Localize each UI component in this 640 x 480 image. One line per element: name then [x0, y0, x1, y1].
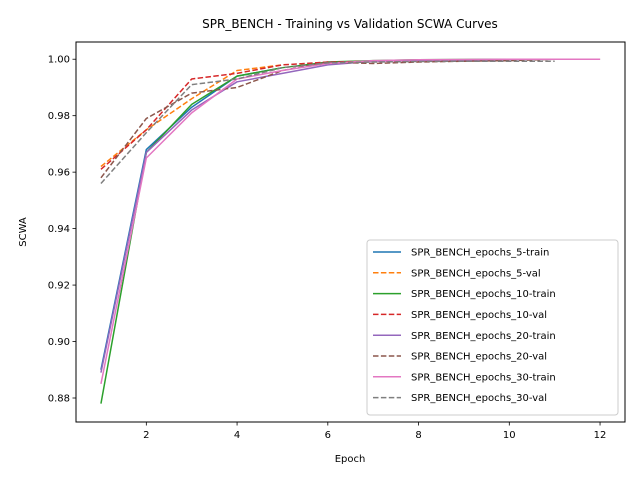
- plot-area: [100, 58, 601, 404]
- y-axis-label: SCWA: [18, 217, 29, 247]
- axes-frame: [75, 41, 626, 423]
- y-tick-label: 1.00: [48, 55, 70, 66]
- legend-label-6: SPR_BENCH_epochs_30-train: [411, 372, 556, 383]
- legend-label-1: SPR_BENCH_epochs_5-val: [411, 268, 541, 279]
- series-line-1: [100, 64, 283, 168]
- y-axis: 0.88 0.90 0.92 0.94 0.96 0.98 1.00: [48, 55, 76, 405]
- x-tick-label: 2: [143, 430, 149, 441]
- y-tick-label: 0.90: [48, 337, 70, 348]
- x-tick-label: 12: [594, 430, 607, 441]
- x-axis: 2 4 6 8 10 12: [143, 422, 606, 441]
- x-tick-label: 8: [415, 430, 421, 441]
- x-tick-label: 6: [325, 430, 331, 441]
- legend-label-5: SPR_BENCH_epochs_20-val: [411, 352, 547, 363]
- y-tick-label: 0.96: [48, 168, 70, 179]
- legend-label-3: SPR_BENCH_epochs_10-val: [411, 310, 547, 321]
- legend-label-2: SPR_BENCH_epochs_10-train: [411, 289, 556, 300]
- x-axis-label: Epoch: [335, 454, 366, 465]
- legend: SPR_BENCH_epochs_5-train SPR_BENCH_epochs…: [366, 239, 619, 416]
- y-tick-label: 0.88: [48, 394, 70, 405]
- x-tick-label: 4: [234, 430, 240, 441]
- x-tick-label: 10: [503, 430, 516, 441]
- series-line-7: [100, 60, 555, 184]
- y-tick-label: 0.98: [48, 111, 70, 122]
- y-tick-label: 0.94: [48, 224, 70, 235]
- legend-label-7: SPR_BENCH_epochs_30-val: [411, 393, 547, 404]
- chart-title: SPR_BENCH - Training vs Validation SCWA …: [202, 17, 498, 31]
- legend-label-4: SPR_BENCH_epochs_20-train: [411, 331, 556, 342]
- legend-box: [366, 239, 619, 416]
- legend-label-0: SPR_BENCH_epochs_5-train: [411, 248, 549, 259]
- y-tick-label: 0.92: [48, 281, 70, 292]
